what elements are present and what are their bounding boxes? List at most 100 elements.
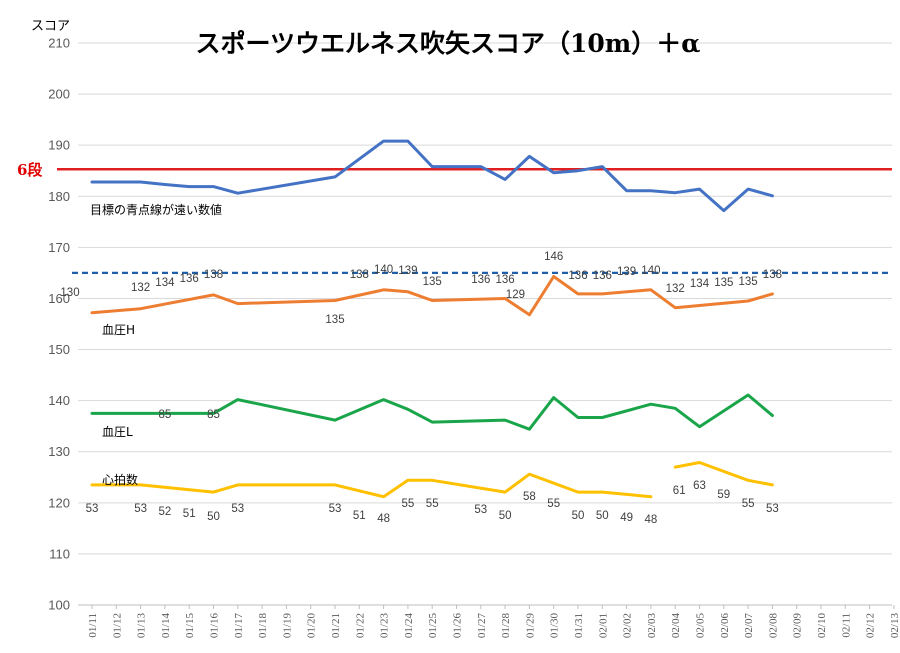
pulse-data-label: 55 <box>547 498 560 510</box>
systolic-data-label: 136 <box>593 270 612 282</box>
systolic-data-label: 136 <box>496 274 515 286</box>
pulse-data-label: 51 <box>183 508 196 520</box>
pulse-data-label: 53 <box>86 503 99 515</box>
pulse-data-label: 50 <box>596 510 609 522</box>
diastolic-line <box>90 393 774 431</box>
pulse-data-label: 51 <box>353 510 366 522</box>
x-tick-label-01/26: 01/26 <box>452 613 464 639</box>
systolic-data-label: 135 <box>423 276 442 288</box>
x-tick-label-01/14: 01/14 <box>160 613 172 639</box>
x-tick-label-01/29: 01/29 <box>524 613 536 639</box>
x-tick-label-02/08: 02/08 <box>767 613 779 639</box>
pulse-data-label: 53 <box>231 503 244 515</box>
systolic-data-label: 136 <box>568 270 587 282</box>
pulse-line <box>90 461 774 499</box>
x-tick-label-02/04: 02/04 <box>670 613 682 639</box>
x-tick-label-02/10: 02/10 <box>816 613 828 639</box>
diastolic-series-label: 血圧L <box>102 425 133 439</box>
x-tick-label-01/25: 01/25 <box>427 613 439 639</box>
pulse-data-label: 58 <box>523 491 536 503</box>
systolic-series-label: 血圧H <box>102 323 135 337</box>
pulse-data-label: 55 <box>742 498 755 510</box>
pulse-data-label: 49 <box>620 512 633 524</box>
systolic-data-label: 140 <box>374 264 393 276</box>
x-tick-label-01/24: 01/24 <box>403 613 415 639</box>
y-tick-label-160: 160 <box>48 291 70 306</box>
systolic-line <box>90 275 774 317</box>
x-tick-label-02/13: 02/13 <box>889 613 900 639</box>
pulse-data-label: 61 <box>673 485 686 497</box>
x-tick-label-02/02: 02/02 <box>622 613 634 638</box>
x-tick-label-01/28: 01/28 <box>500 613 512 639</box>
systolic-data-label: 134 <box>155 277 175 289</box>
x-tick-label-01/27: 01/27 <box>476 613 488 639</box>
pulse-data-label: 59 <box>717 489 730 501</box>
systolic-data-label: 132 <box>666 283 685 295</box>
systolic-data-label: 135 <box>325 314 344 326</box>
x-tick-label-02/09: 02/09 <box>792 613 804 639</box>
y-tick-label-210: 210 <box>48 36 70 51</box>
x-tick-label-02/05: 02/05 <box>695 613 707 639</box>
systolic-data-label: 135 <box>714 277 733 289</box>
systolic-data-label: 130 <box>60 287 79 299</box>
diastolic-data-label: 85 <box>207 409 220 421</box>
series-lines <box>90 139 774 499</box>
x-tick-label-01/31: 01/31 <box>573 613 585 638</box>
pulse-data-label: 55 <box>426 498 439 510</box>
x-tick-label-02/03: 02/03 <box>646 613 658 639</box>
x-tick-label-01/12: 01/12 <box>111 613 123 638</box>
y-tick-label-150: 150 <box>48 342 70 357</box>
y-tick-label-180: 180 <box>48 189 70 204</box>
x-tick-label-02/06: 02/06 <box>719 613 731 639</box>
systolic-data-label: 139 <box>398 265 417 277</box>
systolic-data-label: 146 <box>544 251 563 263</box>
x-tick-label-01/23: 01/23 <box>379 613 391 639</box>
pulse-data-label: 50 <box>499 510 512 522</box>
x-tick-label-01/18: 01/18 <box>257 613 269 639</box>
systolic-data-label: 138 <box>204 269 223 281</box>
systolic-data-label: 136 <box>471 274 490 286</box>
y-tick-label-200: 200 <box>48 87 70 102</box>
score-line <box>90 139 774 213</box>
systolic-data-label: 136 <box>180 273 199 285</box>
score-series-label: 目標の青点線が遠い数値 <box>90 202 222 217</box>
pulse-data-label: 50 <box>207 511 220 523</box>
pulse-series-label: 心拍数 <box>102 472 138 487</box>
pulse-data-label: 52 <box>159 506 172 518</box>
x-tick-label-02/12: 02/12 <box>865 613 877 638</box>
pulse-data-label: 53 <box>329 503 342 515</box>
point-labels: 130 132 134 136 138 135 138 140 139 135 136 136 129 1… <box>60 251 782 526</box>
y-axis-ticks: 100 110 120 130 140 150 160 170 180 190 200 210 <box>48 36 70 613</box>
y-tick-label-110: 110 <box>49 546 70 561</box>
x-tick-label-01/19: 01/19 <box>281 613 293 639</box>
x-tick-label-01/16: 01/16 <box>209 613 221 639</box>
systolic-data-label: 134 <box>690 278 710 290</box>
rank-line-label: 6段 <box>17 161 42 179</box>
systolic-data-label: 140 <box>641 265 660 277</box>
y-tick-label-140: 140 <box>48 393 70 408</box>
pulse-data-label: 48 <box>645 514 658 526</box>
systolic-data-label: 129 <box>506 289 525 301</box>
x-tick-label-01/13: 01/13 <box>136 613 148 639</box>
y-tick-label-130: 130 <box>48 444 70 459</box>
systolic-data-label: 132 <box>131 282 150 294</box>
diastolic-data-label: 85 <box>159 409 172 421</box>
y-axis-label: スコア <box>31 19 70 34</box>
systolic-data-label: 139 <box>617 266 636 278</box>
x-tick-label-01/17: 01/17 <box>233 613 245 639</box>
x-tick-label-02/07: 02/07 <box>743 613 755 639</box>
pulse-data-label: 53 <box>766 503 779 515</box>
pulse-data-label: 48 <box>377 513 390 525</box>
x-tick-label-02/11: 02/11 <box>840 613 852 638</box>
y-tick-label-170: 170 <box>48 240 70 255</box>
systolic-data-label: 138 <box>350 269 369 281</box>
pulse-data-label: 53 <box>134 503 147 515</box>
x-tick-label-01/15: 01/15 <box>184 613 196 639</box>
x-tick-label-01/21: 01/21 <box>330 613 342 638</box>
systolic-data-label: 135 <box>739 276 758 288</box>
x-tick-label-02/01: 02/01 <box>597 613 609 638</box>
chart-title: スポーツウエルネス吹矢スコア（10m）＋α <box>196 29 701 58</box>
y-tick-label-190: 190 <box>48 138 70 153</box>
x-tick-label-01/11: 01/11 <box>87 613 99 638</box>
